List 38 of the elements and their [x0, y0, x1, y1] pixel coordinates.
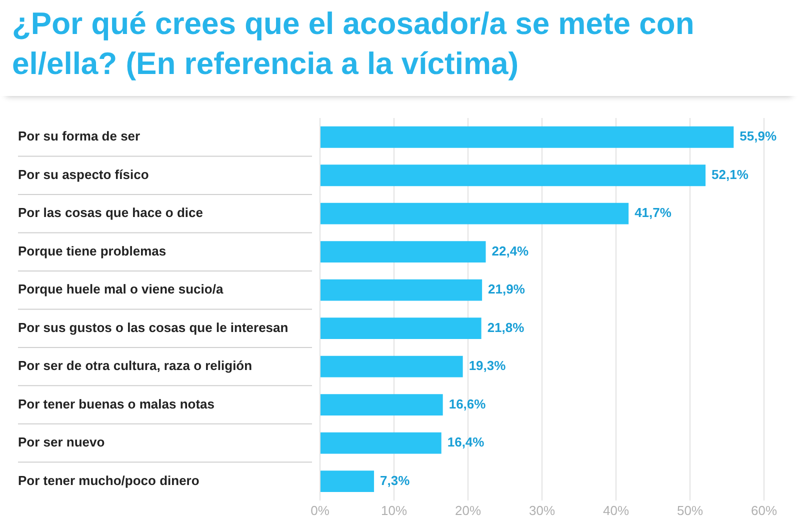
- bar: [320, 318, 482, 340]
- y-tick-label: Por tener buenas o malas notas: [18, 396, 215, 412]
- y-tick-label: Por las cosas que hace o dice: [18, 205, 203, 220]
- x-tick-label: 60%: [750, 502, 778, 518]
- bar: [320, 470, 374, 492]
- y-tick-label: Porque tiene problemas: [18, 243, 166, 258]
- data-label: 52,1%: [712, 166, 749, 182]
- data-label: 16,4%: [447, 434, 485, 450]
- y-tick-label: Por su aspecto físico: [18, 166, 149, 182]
- x-tick-label: 30%: [528, 502, 556, 518]
- data-label: 22,4%: [492, 243, 530, 258]
- data-label: 55,9%: [740, 128, 777, 144]
- y-tick-label: Por ser de otra cultura, raza o religión: [18, 358, 252, 374]
- data-label: 41,7%: [634, 205, 672, 220]
- y-tick-label: Por ser nuevo: [18, 434, 105, 450]
- bar: [320, 279, 482, 301]
- bar: [320, 356, 463, 378]
- data-label: 7,3%: [380, 472, 410, 488]
- data-label: 21,9%: [488, 282, 526, 297]
- x-tick-label: 40%: [602, 502, 630, 518]
- bar: [320, 164, 706, 186]
- y-tick-label: Por sus gustos o las cosas que le interesan: [18, 320, 288, 335]
- x-tick-label: 50%: [676, 502, 704, 518]
- x-tick-label: 20%: [454, 502, 482, 518]
- y-tick-label: Por su forma de ser: [18, 128, 140, 144]
- bar: [320, 432, 442, 454]
- x-tick-label: 10%: [380, 502, 408, 518]
- bar: [320, 394, 443, 416]
- data-label: 16,6%: [448, 396, 486, 412]
- bar: [320, 126, 734, 148]
- bar: [320, 202, 629, 224]
- y-tick-label: Por tener mucho/poco dinero: [18, 472, 200, 488]
- x-tick-label: 0%: [310, 502, 330, 518]
- y-tick-label: Porque huele mal o viene sucio/a: [18, 282, 224, 297]
- bar: [320, 241, 486, 263]
- data-label: 21,8%: [487, 320, 525, 335]
- chart-title: ¿Por qué crees que el acosador/a se mete con el/ella? (En referencia a la víctima): [0, 0, 798, 96]
- data-label: 19,3%: [468, 358, 506, 374]
